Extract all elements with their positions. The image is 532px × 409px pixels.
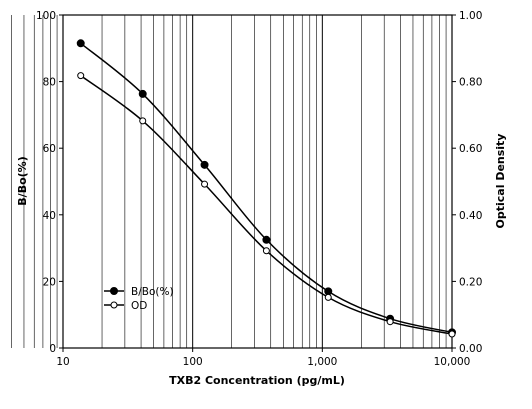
y-tick-label: 40 [43, 210, 56, 222]
legend-marker-bbo [110, 287, 118, 295]
legend-label-od: OD [131, 300, 147, 312]
data-point-od [448, 330, 456, 338]
y2-tick-label: 0.60 [459, 143, 482, 155]
x-axis-title: TXB2 Concentration (pg/mL) [169, 374, 345, 387]
legend-label-bbo: B/Bo(%) [131, 286, 174, 298]
y2-axis-title: Optical Density [494, 134, 507, 229]
legend: B/Bo(%) OD [104, 286, 174, 312]
data-point-od [201, 180, 209, 188]
y2-tick-label: 0.80 [459, 77, 482, 89]
data-point-bbo [324, 287, 333, 296]
y2-tick-label: 0.20 [459, 276, 482, 288]
y-axis-title: B/Bo(%) [16, 156, 29, 205]
data-point-bbo [262, 235, 271, 244]
y-tick-label: 0 [49, 343, 56, 355]
data-point-od [262, 247, 270, 255]
x-tick-label: 10 [56, 356, 69, 368]
data-point-bbo [76, 39, 85, 48]
y-tick-label: 20 [43, 276, 56, 288]
data-point-bbo [138, 89, 147, 98]
x-tick-label: 1,000 [307, 356, 337, 368]
series [76, 39, 456, 338]
y-tick-label: 100 [36, 10, 56, 22]
y2-tick-label: 0.40 [459, 210, 482, 222]
plot-frame [62, 14, 453, 349]
legend-marker-od [110, 301, 118, 309]
grid-lines [11, 15, 453, 348]
y-tick-label: 60 [43, 143, 56, 155]
data-point-od [139, 117, 147, 125]
y-tick-label: 80 [43, 77, 56, 89]
x-tick-label: 100 [183, 356, 203, 368]
axis-ticks: 10 100 1,000 10,000 0 20 40 60 80 100 0.00 0.20 0.40… [36, 10, 482, 368]
data-point-od [386, 318, 394, 326]
data-point-od [324, 293, 332, 301]
y2-tick-label: 0.00 [459, 343, 482, 355]
y2-tick-label: 1.00 [459, 10, 482, 22]
data-point-bbo [200, 160, 209, 169]
x-tick-label: 10,000 [434, 356, 471, 368]
data-point-od [77, 72, 85, 80]
